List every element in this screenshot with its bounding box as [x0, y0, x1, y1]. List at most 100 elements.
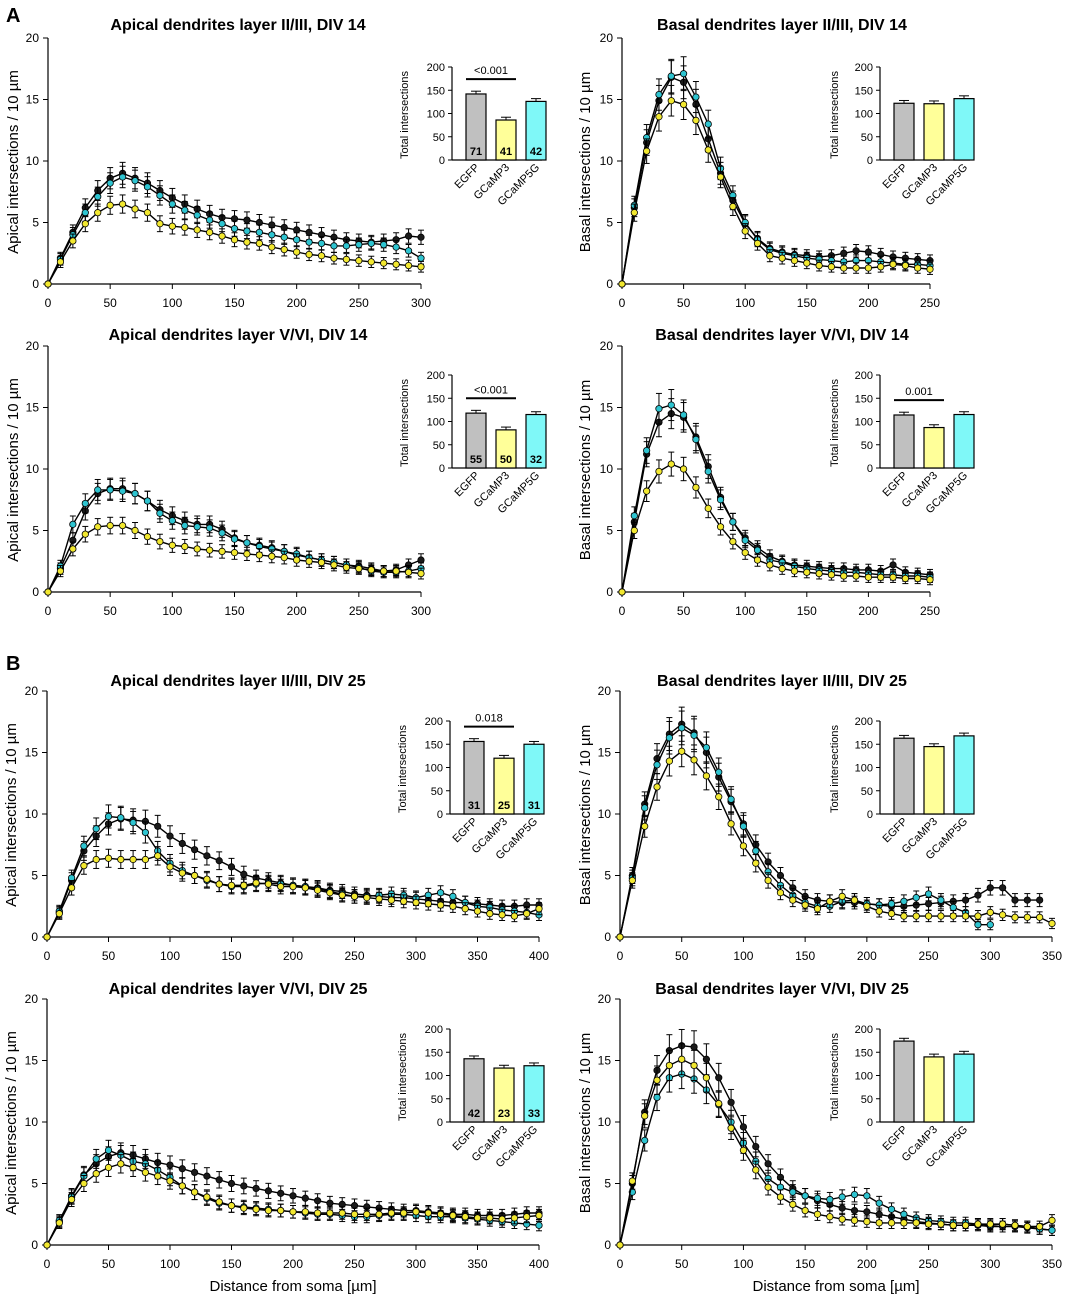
data-point — [301, 884, 309, 892]
data-point — [643, 446, 651, 455]
y-tick-label: 20 — [598, 992, 612, 1006]
x-tick-label: 100 — [162, 296, 182, 310]
data-point — [436, 901, 445, 909]
data-point — [715, 793, 723, 801]
data-point — [449, 1211, 457, 1220]
y-tick-label: 10 — [598, 1115, 612, 1129]
data-point — [119, 173, 127, 181]
data-point — [264, 880, 272, 888]
x-tick-label: 300 — [406, 949, 426, 963]
data-point — [191, 871, 199, 880]
data-point — [510, 912, 519, 920]
data-point — [653, 783, 661, 791]
inset-y-tick-label: 200 — [855, 716, 873, 728]
data-point — [790, 567, 799, 575]
inset-n-label: 71 — [470, 146, 482, 158]
y-tick-label: 15 — [25, 746, 39, 760]
x-tick-label: 150 — [224, 296, 244, 310]
data-point — [117, 1160, 125, 1168]
data-point — [166, 1161, 174, 1169]
section-label-a: A — [6, 5, 20, 27]
data-point — [104, 1163, 113, 1172]
x-tick-label: 0 — [45, 296, 52, 310]
data-point — [156, 509, 164, 517]
data-point — [826, 1213, 834, 1221]
data-point — [215, 1198, 223, 1206]
x-tick-label: 50 — [675, 1257, 689, 1271]
data-point — [716, 496, 725, 504]
data-point — [889, 573, 897, 581]
data-point — [900, 1210, 908, 1218]
x-tick-label: 0 — [619, 604, 626, 618]
x-tick-label: 200 — [857, 1257, 877, 1271]
data-point — [653, 1076, 661, 1084]
data-point — [618, 588, 626, 596]
y-tick-label: 10 — [25, 1115, 39, 1129]
series-line — [46, 1163, 540, 1246]
data-point — [535, 1221, 543, 1229]
data-point — [618, 280, 626, 288]
data-point — [80, 862, 88, 870]
inset-y-label: Total intersections — [399, 378, 411, 467]
x-tick-label: 50 — [102, 949, 116, 963]
series-line — [621, 99, 931, 285]
chart-title: Basal dendrites layer II/III, DIV 14 — [657, 17, 907, 34]
data-point — [181, 206, 189, 214]
data-point — [168, 200, 176, 208]
data-point — [679, 70, 688, 78]
data-point — [702, 1074, 711, 1082]
y-tick-label: 15 — [26, 401, 40, 415]
data-point — [665, 734, 673, 742]
y-axis-label: Apical intersections / 10 µm — [3, 1031, 20, 1215]
data-point — [227, 881, 236, 889]
inset-y-tick-label: 0 — [867, 809, 873, 821]
data-point — [1036, 1222, 1044, 1231]
inset-n-label: 55 — [470, 454, 482, 466]
x-tick-label: 350 — [1042, 1257, 1062, 1271]
data-point — [961, 1221, 970, 1229]
data-point — [92, 1155, 100, 1163]
data-point — [317, 558, 326, 567]
data-point — [974, 912, 982, 920]
inset-y-tick-label: 100 — [427, 109, 445, 121]
data-point — [317, 239, 326, 248]
data-point — [129, 819, 137, 827]
data-point — [838, 1215, 846, 1223]
data-point — [1023, 896, 1031, 904]
data-point — [44, 280, 52, 288]
data-point — [704, 146, 712, 154]
data-point — [803, 568, 811, 576]
data-point — [375, 895, 383, 903]
inset-y-tick-label: 200 — [855, 370, 873, 382]
y-tick-label: 5 — [32, 524, 39, 538]
data-point — [889, 260, 897, 268]
data-point — [119, 200, 127, 208]
x-tick-label: 400 — [529, 1257, 549, 1271]
data-point — [887, 900, 896, 908]
data-point — [926, 576, 934, 584]
data-point — [715, 768, 723, 776]
data-point — [655, 90, 663, 99]
inset-y-tick-label: 50 — [431, 786, 443, 798]
data-point — [875, 1219, 883, 1227]
data-point — [355, 241, 363, 249]
inset-y-tick-label: 200 — [855, 1024, 873, 1036]
data-point — [141, 1168, 149, 1177]
data-point — [655, 113, 663, 121]
x-tick-label: 0 — [45, 604, 52, 618]
data-point — [119, 487, 127, 495]
significance-label: <0.001 — [474, 65, 508, 77]
x-tick-label: 100 — [733, 949, 753, 963]
data-point — [305, 557, 313, 565]
data-point — [203, 875, 211, 883]
data-point — [363, 894, 371, 902]
inset-y-tick-label: 50 — [861, 1094, 873, 1106]
data-point — [764, 876, 772, 885]
data-point — [678, 724, 686, 732]
data-point — [643, 147, 651, 155]
data-point — [667, 401, 675, 409]
data-point — [143, 209, 152, 217]
data-point — [92, 855, 100, 864]
